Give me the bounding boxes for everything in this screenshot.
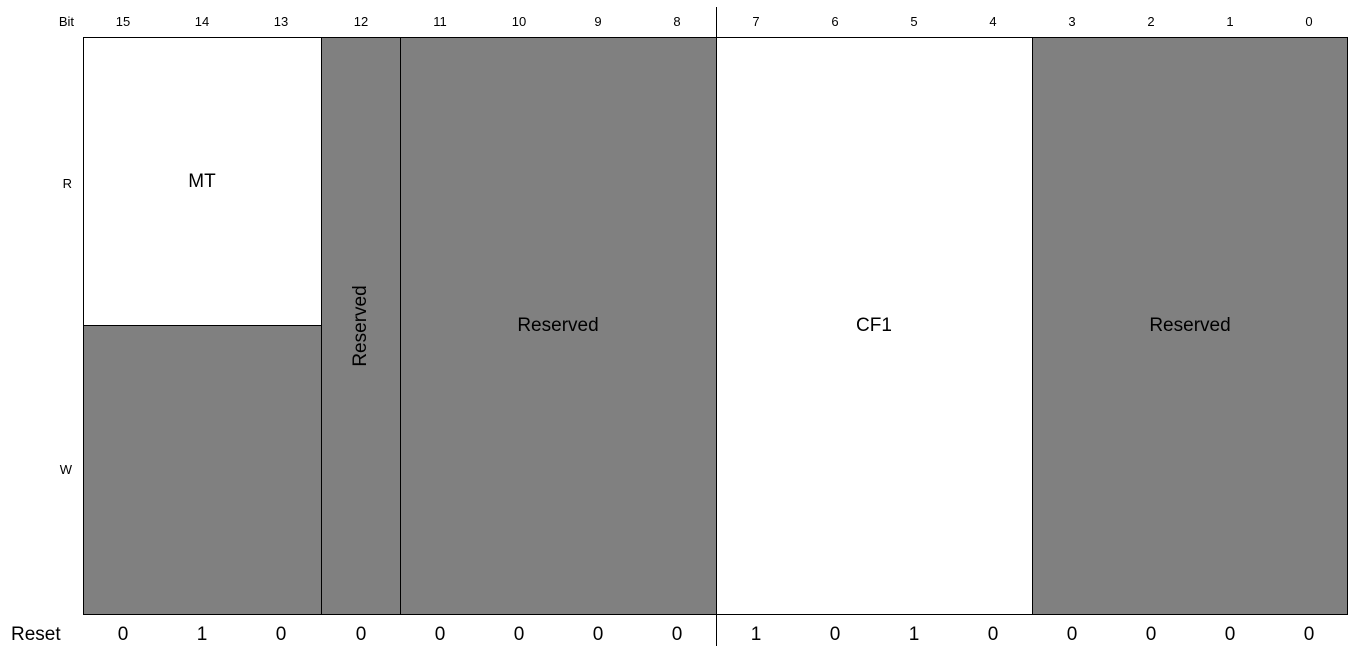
bit-number: 9 <box>594 14 602 29</box>
bit-number: 3 <box>1068 14 1076 29</box>
reset-value: 0 <box>1224 624 1236 645</box>
bit-number: 14 <box>194 14 210 29</box>
bit-number: 8 <box>673 14 681 29</box>
bit-number: 6 <box>831 14 839 29</box>
bit-number: 2 <box>1147 14 1155 29</box>
reset-value: 1 <box>196 624 208 645</box>
reset-value: 0 <box>513 624 525 645</box>
bit-number: 15 <box>115 14 131 29</box>
byte-divider-top <box>716 7 717 38</box>
reserved-bits-3-0-label: Reserved <box>1149 315 1231 336</box>
reset-value: 0 <box>1303 624 1315 645</box>
reset-row-label: Reset <box>11 624 61 645</box>
byte-divider-bottom <box>716 614 717 646</box>
reset-value: 0 <box>1145 624 1157 645</box>
reset-value: 0 <box>671 624 683 645</box>
bit-number: 7 <box>752 14 760 29</box>
reset-value: 1 <box>750 624 762 645</box>
bit-number: 13 <box>273 14 289 29</box>
reset-value: 0 <box>434 624 446 645</box>
bit-number: 10 <box>511 14 527 29</box>
reserved-bit-12-label: Reserved <box>350 285 371 367</box>
reset-value: 1 <box>908 624 920 645</box>
reserved-bits-3-0-field <box>1032 37 1348 615</box>
reset-value: 0 <box>1066 624 1078 645</box>
reset-value: 0 <box>355 624 367 645</box>
reserved-bits-11-8-label: Reserved <box>517 315 599 336</box>
reset-value: 0 <box>275 624 287 645</box>
bit-header-label: Bit <box>58 14 74 29</box>
bit-number: 5 <box>910 14 918 29</box>
cf1-field-label: CF1 <box>856 315 892 336</box>
cf1-field <box>716 37 1033 615</box>
reset-value: 0 <box>117 624 129 645</box>
reset-value: 0 <box>592 624 604 645</box>
bit-number: 4 <box>989 14 997 29</box>
reserved-bits-11-8-field <box>400 37 717 615</box>
reset-value: 0 <box>829 624 841 645</box>
bit-number: 0 <box>1305 14 1313 29</box>
mt-field-read <box>83 37 322 326</box>
bit-number: 1 <box>1226 14 1234 29</box>
reset-value: 0 <box>987 624 999 645</box>
reserved-bit-12-field <box>321 37 401 615</box>
bit-number: 11 <box>433 14 447 29</box>
read-row-label: R <box>62 176 72 191</box>
bit-number: 12 <box>353 14 369 29</box>
mt-field-label: MT <box>188 171 216 192</box>
write-row-label: W <box>59 462 72 477</box>
mt-field-write-reserved <box>83 325 322 615</box>
